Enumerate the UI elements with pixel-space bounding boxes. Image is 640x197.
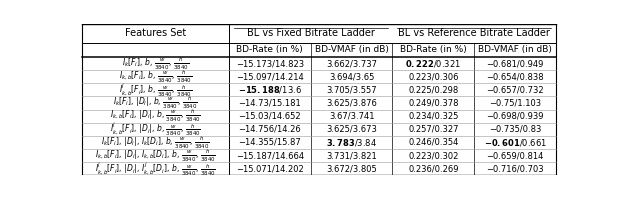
Text: 0.234/0.325: 0.234/0.325 [408, 112, 459, 121]
Text: BD-Rate (in %): BD-Rate (in %) [400, 45, 467, 54]
Text: 3.662/3.737: 3.662/3.737 [326, 59, 377, 68]
Text: 0.246/0.354: 0.246/0.354 [408, 138, 459, 147]
Text: −0.654/0.838: −0.654/0.838 [486, 72, 544, 81]
Text: −0.657/0.732: −0.657/0.732 [486, 85, 544, 94]
Text: −0.735/0.83: −0.735/0.83 [489, 125, 541, 134]
Text: −14.355/15.87: −14.355/15.87 [238, 138, 301, 147]
Text: −15.173/14.823: −15.173/14.823 [236, 59, 304, 68]
Text: BD-Rate (in %): BD-Rate (in %) [236, 45, 303, 54]
Text: BL vs Reference Bitrate Ladder: BL vs Reference Bitrate Ladder [398, 28, 550, 38]
Text: $I_{k,b}[F_i]$, $|D_i|$, $I_{k,b}[D_i]$, $b$, $\frac{w}{3840}$, $\frac{h}{3840}$: $I_{k,b}[F_i]$, $|D_i|$, $I_{k,b}[D_i]$,… [95, 148, 216, 164]
Text: $I_k[F_i]$, $|D_i|$, $I_k[D_i]$, $b$, $\frac{w}{3840}$, $\frac{h}{3840}$: $I_k[F_i]$, $|D_i|$, $I_k[D_i]$, $b$, $\… [101, 134, 210, 151]
Text: −15.187/14.664: −15.187/14.664 [236, 151, 304, 160]
Text: BL vs Fixed Bitrate Ladder: BL vs Fixed Bitrate Ladder [246, 28, 374, 38]
Text: 0.223/0.302: 0.223/0.302 [408, 151, 459, 160]
Text: −15.03/14.652: −15.03/14.652 [239, 112, 301, 121]
Text: −0.75/1.103: −0.75/1.103 [489, 98, 541, 108]
Text: 3.625/3.673: 3.625/3.673 [326, 125, 377, 134]
Text: $\mathbf{3{.}783}$/3.84: $\mathbf{3{.}783}$/3.84 [326, 137, 377, 148]
Text: $I^j_{k,b}[F_i]$, $|D_i|$, $I^j_{k,b}[D_i]$, $b$, $\frac{w}{3840}$, $\frac{h}{38: $I^j_{k,b}[F_i]$, $|D_i|$, $I^j_{k,b}[D_… [95, 160, 216, 177]
Text: 3.705/3.557: 3.705/3.557 [326, 85, 377, 94]
Text: $I_{k,b}[F_i]$, $|D_i|$, $b$, $\frac{w}{3840}$, $\frac{h}{3840}$: $I_{k,b}[F_i]$, $|D_i|$, $b$, $\frac{w}{… [110, 108, 201, 124]
Text: −14.73/15.181: −14.73/15.181 [238, 98, 301, 108]
Text: 0.236/0.269: 0.236/0.269 [408, 164, 459, 173]
Text: Features Set: Features Set [125, 28, 186, 38]
Text: $I^j_{k,b}[F_i]$, $|D_i|$, $b$, $\frac{w}{3840}$, $\frac{h}{3840}$: $I^j_{k,b}[F_i]$, $|D_i|$, $b$, $\frac{w… [110, 121, 201, 138]
Text: −0.659/0.814: −0.659/0.814 [486, 151, 544, 160]
Text: 0.223/0.306: 0.223/0.306 [408, 72, 459, 81]
Text: 3.625/3.876: 3.625/3.876 [326, 98, 377, 108]
Text: BD-VMAF (in dB): BD-VMAF (in dB) [478, 45, 552, 54]
Text: 3.67/3.741: 3.67/3.741 [329, 112, 374, 121]
Text: BD-VMAF (in dB): BD-VMAF (in dB) [315, 45, 388, 54]
Text: 3.731/3.821: 3.731/3.821 [326, 151, 377, 160]
Text: −0.698/0.939: −0.698/0.939 [486, 112, 544, 121]
Text: 3.672/3.805: 3.672/3.805 [326, 164, 377, 173]
Text: 3.694/3.65: 3.694/3.65 [329, 72, 374, 81]
Text: $I_k[F_i]$, $|D_i|$, $b$, $\frac{w}{3840}$, $\frac{h}{3840}$: $I_k[F_i]$, $|D_i|$, $b$, $\frac{w}{3840… [113, 95, 198, 111]
Text: $\mathbf{-15{.}188}$/13.6: $\mathbf{-15{.}188}$/13.6 [238, 84, 301, 95]
Text: 0.249/0.378: 0.249/0.378 [408, 98, 459, 108]
Text: −0.716/0.703: −0.716/0.703 [486, 164, 544, 173]
Text: $I^j_{k,b}[F_i]$, $b$, $\frac{w}{3840}$, $\frac{h}{3840}$: $I^j_{k,b}[F_i]$, $b$, $\frac{w}{3840}$,… [119, 81, 192, 99]
Text: 0.257/0.327: 0.257/0.327 [408, 125, 459, 134]
Text: $\mathbf{0{.}222}$/0.321: $\mathbf{0{.}222}$/0.321 [405, 58, 461, 69]
Text: −15.097/14.214: −15.097/14.214 [236, 72, 303, 81]
Text: −15.071/14.202: −15.071/14.202 [236, 164, 303, 173]
Text: −0.681/0.949: −0.681/0.949 [486, 59, 544, 68]
Text: $\mathbf{-0{.}601}$/0.661: $\mathbf{-0{.}601}$/0.661 [484, 137, 547, 148]
Text: $I_{k,b}[F_i]$, $b$, $\frac{w}{3840}$, $\frac{h}{3840}$: $I_{k,b}[F_i]$, $b$, $\frac{w}{3840}$, $… [119, 69, 192, 85]
Text: $I_k[F_i]$, $b$, $\frac{w}{3840}$, $\frac{h}{3840}$: $I_k[F_i]$, $b$, $\frac{w}{3840}$, $\fra… [122, 56, 189, 72]
Text: −14.756/14.26: −14.756/14.26 [238, 125, 301, 134]
Text: 0.225/0.298: 0.225/0.298 [408, 85, 458, 94]
